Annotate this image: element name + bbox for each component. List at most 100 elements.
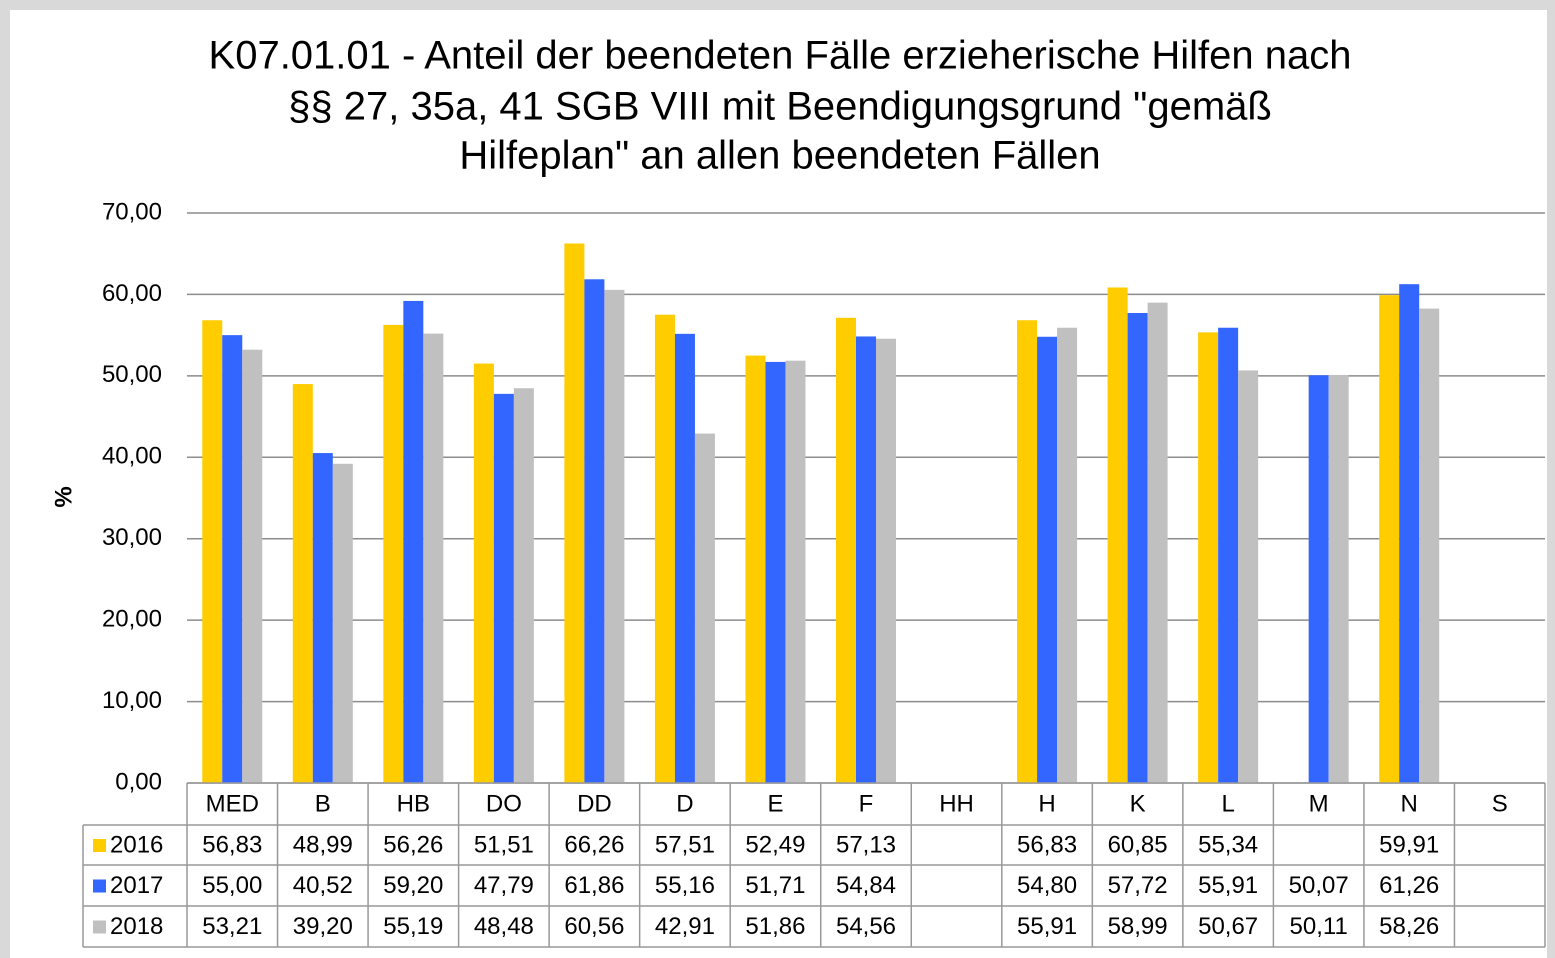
y-tick-label: 40,00: [102, 443, 162, 470]
bar: [202, 320, 223, 783]
bar: [1057, 327, 1078, 783]
y-tick-label: 70,00: [102, 198, 162, 225]
chart-title-line: Hilfeplan" an allen beendeten Fällen: [459, 134, 1100, 178]
chart-title-line: K07.01.01 - Anteil der beendeten Fälle e…: [209, 34, 1352, 78]
table-value: 60,56: [564, 913, 624, 940]
table-value: 59,20: [383, 872, 443, 899]
bar: [1328, 374, 1349, 783]
bar: [423, 333, 444, 783]
table-value: 50,67: [1198, 913, 1258, 940]
legend-label: 2016: [110, 831, 163, 858]
bar: [584, 279, 605, 783]
bar: [674, 333, 695, 783]
x-tick-label: S: [1492, 790, 1508, 817]
x-tick-label: DO: [486, 790, 522, 817]
table-value: 51,51: [474, 831, 534, 858]
legend-label: 2017: [110, 872, 163, 899]
legend-label: 2018: [110, 913, 163, 940]
table-value: 55,34: [1198, 831, 1258, 858]
table-value: 48,99: [293, 831, 353, 858]
table-value: 57,51: [655, 831, 715, 858]
x-tick-label: MED: [206, 790, 259, 817]
bar: [745, 355, 766, 783]
bar: [1308, 375, 1329, 783]
table-value: 53,21: [202, 913, 262, 940]
y-axis-label: %: [50, 486, 77, 507]
bar: [513, 388, 534, 783]
x-tick-label: DD: [577, 790, 612, 817]
x-tick-label: H: [1038, 790, 1055, 817]
x-tick-label: HB: [397, 790, 430, 817]
bar: [1037, 336, 1058, 783]
y-tick-label: 0,00: [115, 768, 162, 795]
y-tick-label: 50,00: [102, 361, 162, 388]
table-value: 56,26: [383, 831, 443, 858]
table-value: 55,00: [202, 872, 262, 899]
bar: [1399, 284, 1420, 783]
bar: [383, 324, 404, 783]
bar: [242, 349, 263, 783]
y-tick-label: 20,00: [102, 605, 162, 632]
chart-title-line: §§ 27, 35a, 41 SGB VIII mit Beendigungsg…: [288, 85, 1272, 129]
table-value: 51,86: [745, 913, 805, 940]
table-value: 55,91: [1198, 872, 1258, 899]
bar: [876, 338, 896, 783]
table-value: 54,84: [836, 872, 896, 899]
legend-swatch: [93, 839, 106, 852]
x-tick-label: M: [1309, 790, 1329, 817]
table-value: 57,72: [1108, 872, 1168, 899]
table-value: 47,79: [474, 872, 534, 899]
bar: [856, 336, 876, 783]
table-value: 40,52: [293, 872, 353, 899]
table-value: 55,16: [655, 872, 715, 899]
table-value: 59,91: [1379, 831, 1439, 858]
bar: [785, 360, 806, 783]
y-tick-label: 10,00: [102, 687, 162, 714]
bar: [1017, 320, 1038, 783]
bar: [604, 289, 625, 783]
table-value: 58,26: [1379, 913, 1439, 940]
bar: [1218, 327, 1239, 783]
table-value: 61,86: [564, 872, 624, 899]
table-value: 55,91: [1017, 913, 1077, 940]
bar: [1379, 295, 1400, 783]
y-tick-label: 30,00: [102, 524, 162, 551]
table-value: 61,26: [1379, 872, 1439, 899]
x-tick-label: F: [859, 790, 874, 817]
table-value: 54,80: [1017, 872, 1077, 899]
table-value: 48,48: [474, 913, 534, 940]
bar: [312, 453, 333, 783]
bar: [564, 243, 585, 783]
bar: [332, 463, 353, 783]
legend-swatch: [93, 920, 106, 934]
bar: [473, 363, 494, 783]
bar: [1127, 312, 1148, 783]
bar: [292, 384, 313, 783]
bar: [1198, 332, 1219, 783]
bar: [222, 335, 243, 783]
table-value: 60,85: [1108, 831, 1168, 858]
bar: [493, 393, 514, 783]
x-tick-label: N: [1401, 790, 1418, 817]
bar: [1419, 308, 1440, 783]
table-value: 56,83: [202, 831, 262, 858]
bar: [765, 361, 786, 783]
x-tick-label: E: [767, 790, 783, 817]
bar: [1107, 287, 1128, 783]
table-value: 51,71: [745, 872, 805, 899]
x-tick-label: K: [1130, 790, 1146, 817]
table-value: 39,20: [293, 913, 353, 940]
bar: [694, 433, 715, 783]
x-tick-label: B: [315, 790, 331, 817]
table-value: 56,83: [1017, 831, 1077, 858]
table-value: 55,19: [383, 913, 443, 940]
table-value: 42,91: [655, 913, 715, 940]
bar: [654, 314, 675, 783]
bar: [1238, 370, 1259, 783]
legend-swatch: [93, 879, 106, 893]
table-value: 52,49: [745, 831, 805, 858]
bar: [1147, 302, 1168, 783]
table-value: 66,26: [564, 831, 624, 858]
table-value: 50,11: [1290, 913, 1348, 940]
